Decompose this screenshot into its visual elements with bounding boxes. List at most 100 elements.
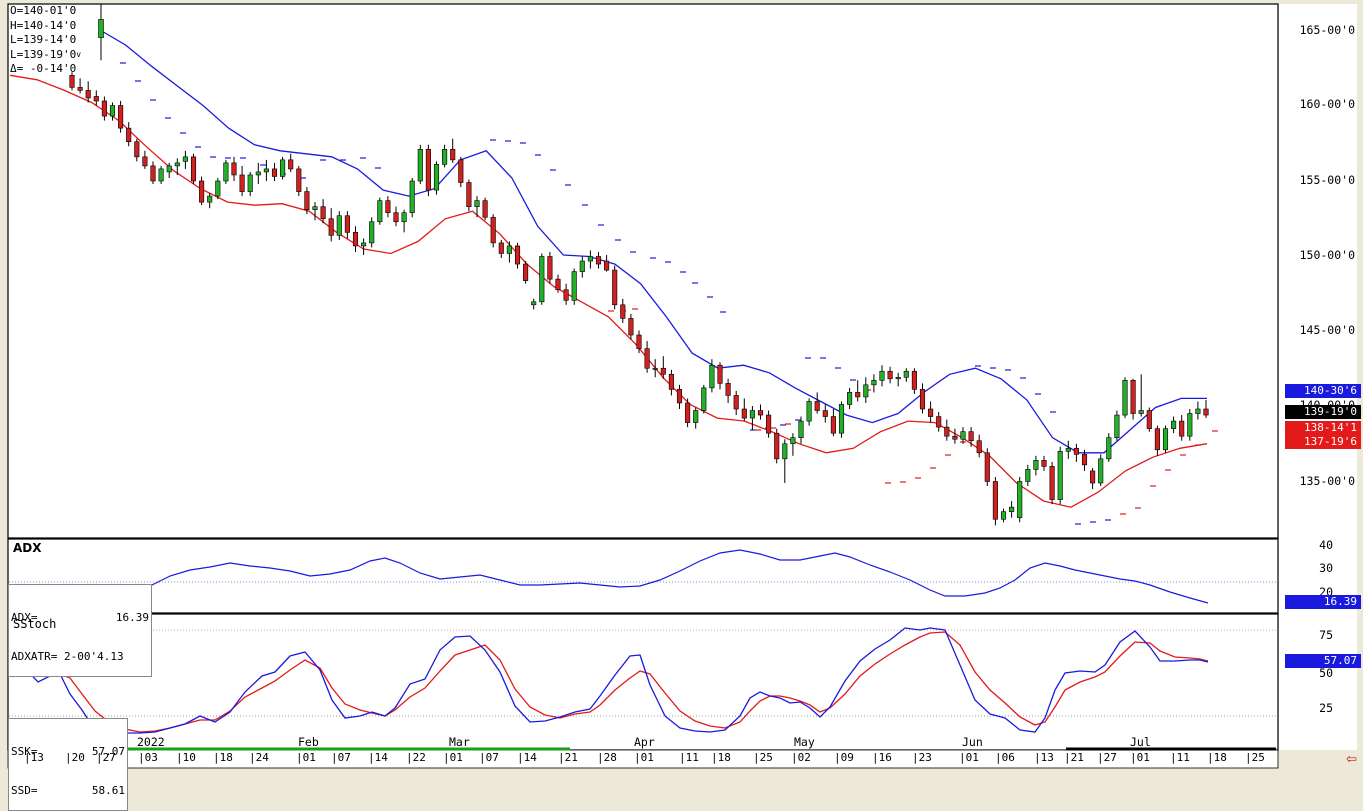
adx-value-tag: 16.39	[1285, 595, 1361, 609]
candle-up	[701, 387, 707, 411]
price-tick-160: 160-00'0	[1299, 97, 1355, 111]
candle-down	[774, 432, 780, 460]
candle-up	[433, 164, 440, 191]
candle-up	[579, 260, 585, 272]
time-tick: |11	[1170, 751, 1190, 764]
candle-down	[968, 431, 974, 442]
candle-up	[255, 171, 261, 176]
candle-down	[328, 218, 334, 236]
candle-down	[936, 416, 942, 428]
candle-down	[984, 452, 990, 482]
month-may: May	[794, 735, 815, 749]
candle-up	[280, 159, 286, 177]
candle-down	[976, 440, 982, 454]
stoch-readout: SSK= 57.07 SSD= 58.61	[8, 718, 128, 811]
time-tick: |14	[517, 751, 537, 764]
candle-down	[830, 416, 836, 434]
candle-down	[1130, 380, 1136, 414]
time-tick: |21	[1064, 751, 1084, 764]
candle-up	[417, 148, 423, 182]
time-tick: |25	[1245, 751, 1265, 764]
candle-up	[336, 215, 342, 236]
candle-up	[207, 195, 213, 203]
right-axis	[1279, 4, 1357, 750]
stoch-tick-25: 25	[1319, 701, 1333, 715]
price-tag-lower-band: 138-14'1	[1285, 421, 1361, 435]
ohlc-readout: O=140-01'0 H=140-14'0 L=139-14'0 L=139-1…	[10, 4, 81, 77]
candle-down	[482, 200, 488, 218]
ohlc-change: Δ= -0-14'0	[10, 62, 77, 75]
candle-down	[466, 182, 472, 207]
candle-down	[199, 180, 205, 203]
candle-up	[1195, 408, 1201, 414]
candle-down	[93, 96, 99, 102]
time-tick: |06	[995, 751, 1015, 764]
candle-down	[498, 242, 504, 254]
adx-tick-30: 30	[1319, 561, 1333, 575]
candle-up	[960, 431, 966, 440]
time-tick: |01	[443, 751, 463, 764]
candle-up	[109, 105, 116, 117]
candle-up	[263, 168, 269, 173]
candle-up	[652, 367, 658, 370]
ohlc-low: L=139-14'0	[10, 33, 77, 46]
candle-down	[992, 481, 998, 520]
candle-up	[1114, 414, 1120, 438]
candle-down	[1041, 460, 1047, 467]
candle-down	[101, 100, 107, 117]
candle-up	[182, 156, 188, 162]
candle-down	[134, 141, 140, 158]
time-tick: |18	[1207, 751, 1227, 764]
candle-down	[660, 367, 666, 375]
candle-up	[377, 200, 383, 223]
time-tick: |07	[331, 751, 351, 764]
ohlc-high: H=140-14'0	[10, 18, 77, 32]
candle-down	[855, 392, 861, 398]
month-jul: Jul	[1130, 735, 1151, 749]
ohlc-last: L=139-19'0	[10, 47, 77, 61]
month-mar: Mar	[449, 735, 470, 749]
candle-up	[174, 162, 180, 167]
stoch-tick-50: 50	[1319, 666, 1333, 680]
candle-up	[838, 404, 845, 434]
candle-down	[668, 373, 674, 390]
time-tick: |07	[479, 751, 499, 764]
scroll-left-arrow-icon[interactable]: ⇦	[1346, 748, 1357, 769]
stoch-value-tag: 57.07	[1285, 654, 1361, 668]
candle-up	[158, 168, 164, 182]
candle-down	[563, 289, 569, 301]
candle-down	[1049, 466, 1055, 500]
candle-down	[69, 75, 75, 88]
price-tick-145: 145-00'0	[1299, 323, 1355, 337]
candle-down	[239, 174, 245, 192]
candle-up	[587, 256, 593, 262]
candle-down	[757, 410, 764, 416]
ssk-line	[12, 627, 1209, 734]
time-tick: |23	[912, 751, 932, 764]
candle-down	[142, 156, 148, 167]
candle-down	[304, 191, 310, 210]
candle-up	[1009, 506, 1015, 512]
candle-up	[1017, 481, 1023, 519]
time-tick: |28	[597, 751, 617, 764]
candle-up	[442, 148, 448, 165]
candle-down	[393, 212, 399, 223]
candle-up	[1025, 469, 1031, 482]
adx-readout: ADX= 16.39 ADXATR= 2-00'4.13	[8, 584, 152, 677]
upper-band-line	[99, 29, 1207, 454]
candle-down	[733, 395, 739, 410]
ssk-label: SSK=	[11, 745, 38, 758]
time-tick: |09	[834, 751, 854, 764]
candle-down	[231, 162, 237, 176]
time-tick: |01	[296, 751, 316, 764]
ssd-line	[11, 631, 1209, 733]
candle-down	[952, 435, 958, 440]
candle-up	[166, 165, 172, 173]
candle-down	[1146, 410, 1152, 429]
candle-down	[1090, 470, 1096, 484]
candle-up	[1098, 458, 1104, 484]
price-tag-current: 139-19'0	[1285, 405, 1361, 419]
candle-down	[1203, 408, 1209, 416]
candle-down	[458, 159, 464, 183]
candle-down	[425, 148, 431, 191]
